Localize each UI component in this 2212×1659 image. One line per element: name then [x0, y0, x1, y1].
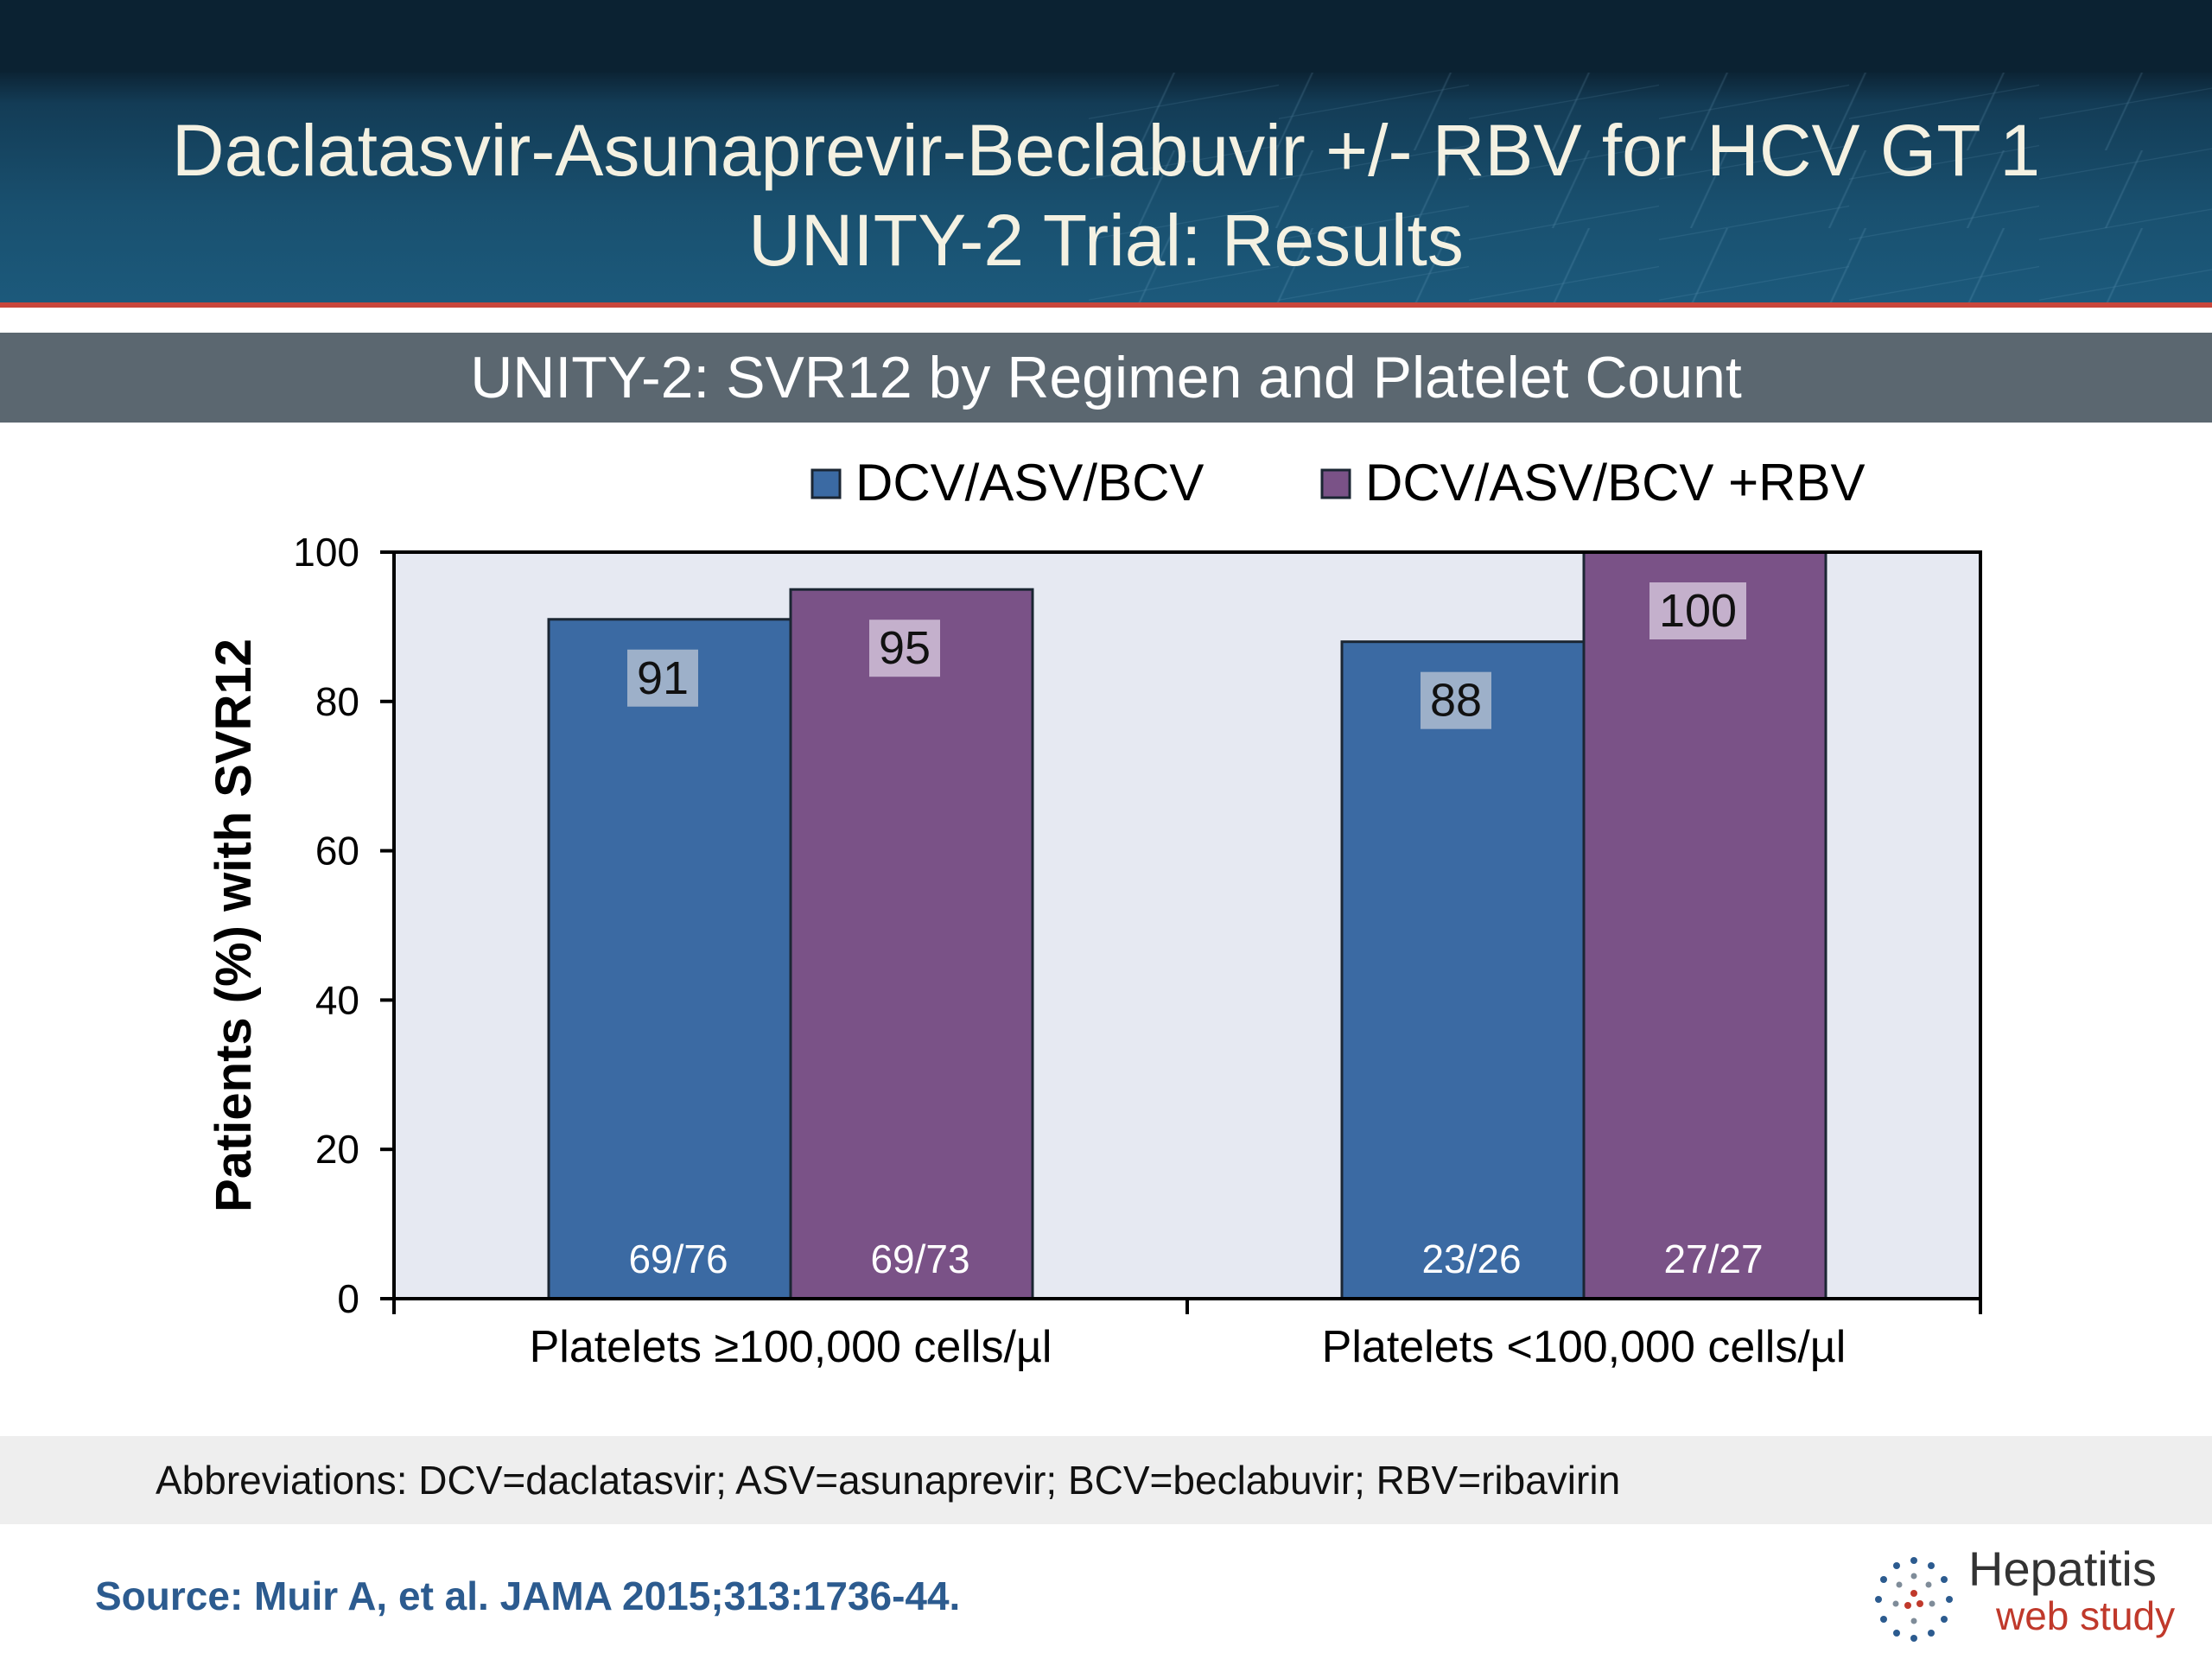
y-tick-label: 20	[315, 1127, 359, 1172]
source-citation: Source: Muir A, et al. JAMA 2015;313:173…	[95, 1573, 961, 1618]
dots-logo-icon	[1875, 1557, 1953, 1642]
bar-1-1	[547, 618, 792, 1300]
header-top-band	[0, 0, 2212, 73]
abbreviations-text: Abbreviations: DCV=daclatasvir; ASV=asun…	[156, 1458, 1621, 1503]
chart-subtitle: UNITY-2: SVR12 by Regimen and Platelet C…	[470, 345, 1742, 410]
bar-2-2	[1582, 550, 1827, 1300]
value-label: 100	[1659, 585, 1737, 637]
legend-swatch	[1320, 468, 1351, 499]
legend-label: DCV/ASV/BCV	[855, 454, 1204, 512]
value-label-box	[869, 620, 940, 677]
count-label: 69/73	[870, 1236, 969, 1281]
abbreviations-bar: Abbreviations: DCV=daclatasvir; ASV=asun…	[0, 1436, 2212, 1524]
header-accent-line	[0, 302, 2212, 308]
value-label: 88	[1430, 675, 1482, 727]
value-label: 91	[637, 652, 689, 704]
header-grid-decoration	[1089, 73, 2212, 308]
subtitle-bar: UNITY-2: SVR12 by Regimen and Platelet C…	[0, 333, 2212, 423]
value-label-box	[1421, 671, 1491, 729]
y-tick-label: 40	[315, 977, 359, 1022]
logo-name: Hepatitis	[1968, 1541, 2157, 1596]
bar-2-1	[789, 588, 1034, 1300]
title-line-1: Daclatasvir-Asunaprevir-Beclabuvir +/- R…	[171, 110, 2041, 191]
y-tick-label: 80	[315, 679, 359, 724]
legend-swatch	[810, 468, 842, 499]
value-label: 95	[879, 622, 931, 674]
x-tick-label: Platelets ≥100,000 cells/µl	[530, 1322, 1052, 1372]
y-tick-label: 0	[337, 1276, 359, 1321]
hepatitis-web-study-logo: Hepatitis web study	[1866, 1541, 2177, 1645]
logo-subtitle: web study	[1996, 1593, 2176, 1638]
y-tick-label: 60	[315, 829, 359, 874]
x-tick-label: Platelets <100,000 cells/µl	[1322, 1322, 1847, 1372]
bar-1-2	[1340, 640, 1586, 1300]
slide-title: Daclatasvir-Asunaprevir-Beclabuvir +/- R…	[0, 105, 2212, 285]
count-label: 69/76	[628, 1236, 728, 1281]
title-line-2: UNITY-2 Trial: Results	[748, 200, 1464, 281]
y-tick-label: 100	[293, 530, 359, 575]
header-banner: Daclatasvir-Asunaprevir-Beclabuvir +/- R…	[0, 0, 2212, 308]
value-label-box	[1649, 582, 1746, 639]
y-axis-label: Patients (%) with SVR12	[206, 639, 262, 1212]
count-label: 27/27	[1663, 1236, 1763, 1281]
legend-label: DCV/ASV/BCV +RBV	[1365, 454, 1866, 512]
count-label: 23/26	[1421, 1236, 1521, 1281]
value-label-box	[627, 649, 698, 707]
bar-chart: 91 69/76 95 69/73 88 23/26 100 27/27 Platelets …	[206, 454, 1982, 1372]
